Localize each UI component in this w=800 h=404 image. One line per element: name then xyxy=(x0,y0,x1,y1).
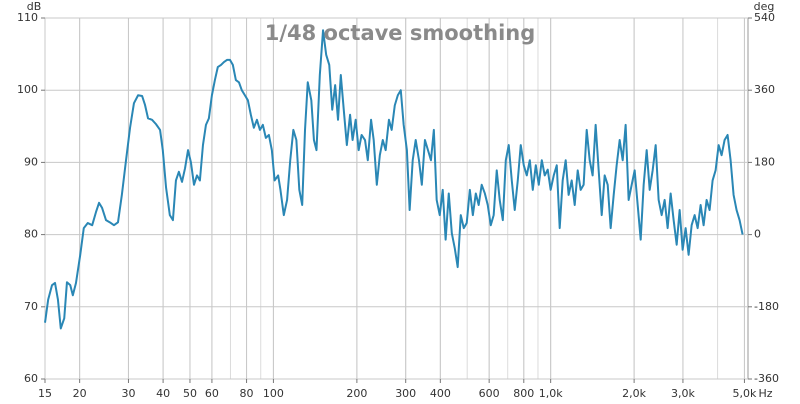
y2-tick-label: 0 xyxy=(754,228,761,241)
x-tick-label: 200 xyxy=(346,387,367,400)
x-tick-label: 40 xyxy=(156,387,170,400)
y-tick-label: 110 xyxy=(17,11,38,24)
x-tick-label: 3,0k xyxy=(671,387,695,400)
response-line xyxy=(44,29,744,330)
x-tick-label: 15 xyxy=(38,387,52,400)
y2-tick-label: 360 xyxy=(754,83,775,96)
y2-axis-label: deg xyxy=(754,0,775,13)
y2-tick-label: -360 xyxy=(754,372,779,385)
x-tick-label: 60 xyxy=(205,387,219,400)
x-tick-label: 2,0k xyxy=(622,387,646,400)
y2-tick-label: 180 xyxy=(754,155,775,168)
x-unit-label: Hz xyxy=(758,387,772,400)
x-tick-label: 800 xyxy=(513,387,534,400)
x-tick-label: 100 xyxy=(263,387,284,400)
x-tick-label: 300 xyxy=(395,387,416,400)
chart-title: 1/48 octave smoothing xyxy=(265,21,536,45)
y2-tick-label: 540 xyxy=(754,11,775,24)
y-tick-label: 90 xyxy=(24,155,38,168)
x-tick-label: 30 xyxy=(121,387,135,400)
x-tick-label: 400 xyxy=(430,387,451,400)
x-tick-label: 20 xyxy=(73,387,87,400)
y-axis-label: dB xyxy=(27,0,42,13)
y2-tick-label: -180 xyxy=(754,300,779,313)
x-tick-label: 5,0k xyxy=(733,387,757,400)
y-tick-label: 100 xyxy=(17,83,38,96)
x-tick-label: 80 xyxy=(240,387,254,400)
x-tick-label: 1,0k xyxy=(539,387,563,400)
y-tick-label: 80 xyxy=(24,228,38,241)
y-tick-label: 70 xyxy=(24,300,38,313)
x-tick-label: 600 xyxy=(479,387,500,400)
x-tick-label: 50 xyxy=(183,387,197,400)
plot-area xyxy=(44,17,749,380)
y-tick-label: 60 xyxy=(24,372,38,385)
